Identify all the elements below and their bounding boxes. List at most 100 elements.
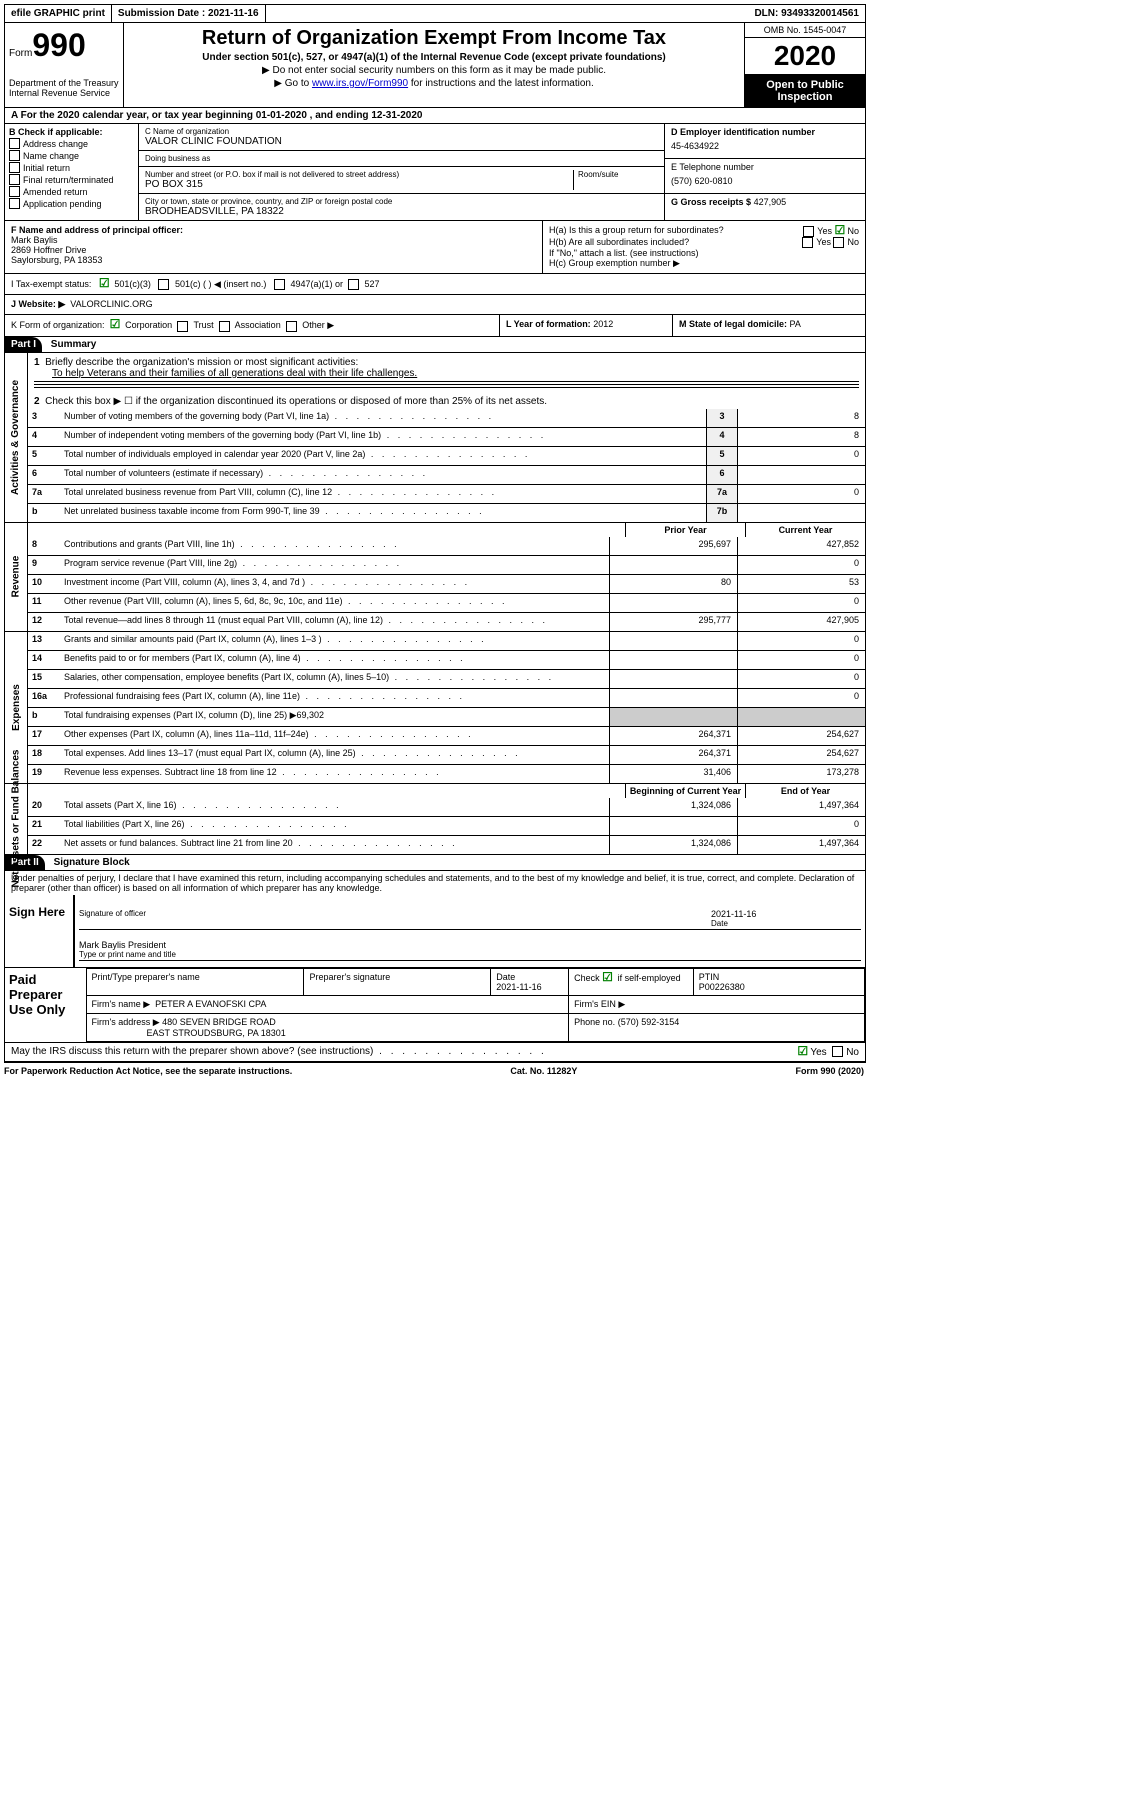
preparer-table: Print/Type preparer's name Preparer's si… — [86, 968, 866, 1042]
line-current: 1,497,364 — [737, 798, 865, 816]
line-current: 254,627 — [737, 727, 865, 745]
cb-other[interactable] — [286, 321, 297, 332]
instructions-link-line: ▶ Go to www.irs.gov/Form990 for instruct… — [134, 78, 734, 89]
line-num: 15 — [28, 670, 60, 688]
phone-label: E Telephone number — [671, 162, 859, 172]
year-formation-label: L Year of formation: — [506, 319, 591, 329]
line-prior — [609, 632, 737, 650]
header-right: OMB No. 1545-0047 2020 Open to Public In… — [744, 23, 865, 107]
section-net-assets: Net Assets or Fund Balances Beginning of… — [5, 784, 865, 855]
ptin-value: P00226380 — [699, 982, 745, 992]
cb-discuss-no[interactable] — [832, 1046, 843, 1057]
row-fh: F Name and address of principal officer:… — [5, 221, 865, 274]
box-l: L Year of formation: 2012 — [499, 315, 672, 335]
form-org-label: K Form of organization: — [11, 320, 105, 330]
sidelabel-revenue: Revenue — [5, 523, 28, 631]
cb-501c3[interactable]: ☑ — [99, 278, 110, 289]
cb-501c[interactable] — [158, 279, 169, 290]
firm-name: PETER A EVANOFSKI CPA — [155, 999, 266, 1009]
ptin-label: PTIN — [699, 972, 720, 982]
sig-date-value: 2021-11-16 — [711, 909, 756, 919]
line-1: 1 Briefly describe the organization's mi… — [28, 353, 865, 394]
city-box: City or town, state or province, country… — [139, 194, 664, 220]
cb-assoc[interactable] — [219, 321, 230, 332]
form-number: 990 — [32, 27, 85, 63]
line-value: 0 — [737, 485, 865, 503]
paid-preparer-block: Paid Preparer Use Only Print/Type prepar… — [5, 968, 865, 1043]
line-11: 11Other revenue (Part VIII, column (A), … — [28, 593, 865, 612]
street-value: PO BOX 315 — [145, 179, 573, 190]
line-prior: 31,406 — [609, 765, 737, 783]
line-5: 5Total number of individuals employed in… — [28, 446, 865, 465]
perjury-statement: Under penalties of perjury, I declare th… — [5, 871, 865, 895]
line-text: Contributions and grants (Part VIII, lin… — [60, 537, 609, 555]
officer-name-label: Type or print name and title — [79, 950, 861, 959]
officer-label: F Name and address of principal officer: — [11, 225, 183, 235]
cb-app-pending[interactable]: Application pending — [9, 198, 134, 209]
line-current: 427,852 — [737, 537, 865, 555]
netassets-header: Beginning of Current Year End of Year — [28, 784, 865, 798]
line-num: 4 — [28, 428, 60, 446]
ha-label: H(a) Is this a group return for subordin… — [549, 225, 724, 237]
dln-label: DLN: — [754, 8, 778, 19]
website-label: J Website: ▶ — [11, 299, 65, 309]
instructions-link[interactable]: www.irs.gov/Form990 — [312, 78, 408, 89]
col-end-year: End of Year — [745, 784, 865, 798]
sign-here-block: Sign Here Signature of officer 2021-11-1… — [5, 895, 865, 968]
cb-name-change[interactable]: Name change — [9, 150, 134, 161]
cb-address-change[interactable]: Address change — [9, 138, 134, 149]
cb-4947[interactable] — [274, 279, 285, 290]
main-title: Return of Organization Exempt From Incom… — [134, 27, 734, 50]
revenue-header: Prior Year Current Year — [28, 523, 865, 537]
line-text: Salaries, other compensation, employee b… — [60, 670, 609, 688]
org-name-box: C Name of organization VALOR CLINIC FOUN… — [139, 124, 664, 151]
line-current: 173,278 — [737, 765, 865, 783]
line-num: 7a — [28, 485, 60, 503]
line-2-text: Check this box ▶ ☐ if the organization d… — [45, 396, 547, 407]
line-prior: 264,371 — [609, 727, 737, 745]
line-text: Program service revenue (Part VIII, line… — [60, 556, 609, 574]
room-label: Room/suite — [578, 170, 658, 179]
box-k: K Form of organization: ☑ Corporation Tr… — [5, 315, 499, 335]
box-d-eg: D Employer identification number 45-4634… — [664, 124, 865, 220]
line-current: 1,497,364 — [737, 836, 865, 854]
line-text: Other expenses (Part IX, column (A), lin… — [60, 727, 609, 745]
cb-trust[interactable] — [177, 321, 188, 332]
section-expenses: Expenses 13Grants and similar amounts pa… — [5, 632, 865, 784]
domicile-label: M State of legal domicile: — [679, 319, 787, 329]
subtitle: Under section 501(c), 527, or 4947(a)(1)… — [134, 52, 734, 63]
line-text: Total number of volunteers (estimate if … — [60, 466, 706, 484]
prep-name-label: Print/Type preparer's name — [92, 972, 200, 982]
line-box: 5 — [706, 447, 737, 465]
cb-527[interactable] — [348, 279, 359, 290]
line-text: Investment income (Part VIII, column (A)… — [60, 575, 609, 593]
line-text: Total unrelated business revenue from Pa… — [60, 485, 706, 503]
cb-corp[interactable]: ☑ — [110, 319, 121, 330]
firm-phone-label: Phone no. — [574, 1017, 615, 1027]
line-num: b — [28, 504, 60, 522]
cb-discuss-yes[interactable]: ☑ — [797, 1046, 808, 1057]
line-text: Number of independent voting members of … — [60, 428, 706, 446]
hb-note: If "No," attach a list. (see instruction… — [549, 248, 859, 258]
inspection-label: Open to Public Inspection — [745, 75, 865, 107]
submission-date-label: Submission Date : — [118, 8, 205, 19]
line-text: Number of voting members of the governin… — [60, 409, 706, 427]
dln-value: 93493320014561 — [781, 8, 859, 19]
org-name: VALOR CLINIC FOUNDATION — [145, 136, 658, 147]
line-num: 14 — [28, 651, 60, 669]
section-revenue: Revenue Prior Year Current Year 8Contrib… — [5, 523, 865, 632]
line-13: 13Grants and similar amounts paid (Part … — [28, 632, 865, 650]
line-prior — [609, 817, 737, 835]
cb-initial-return[interactable]: Initial return — [9, 162, 134, 173]
footer-form: Form 990 (2020) — [795, 1066, 864, 1076]
mission-statement: To help Veterans and their families of a… — [52, 368, 417, 379]
section-bcd: B Check if applicable: Address change Na… — [5, 124, 865, 221]
line-10: 10Investment income (Part VIII, column (… — [28, 574, 865, 593]
cb-self-employed[interactable]: ☑ — [602, 972, 613, 983]
efile-label: efile GRAPHIC print — [5, 5, 112, 22]
cb-amended[interactable]: Amended return — [9, 186, 134, 197]
line-num: 17 — [28, 727, 60, 745]
line-num: b — [28, 708, 60, 726]
cb-final-return[interactable]: Final return/terminated — [9, 174, 134, 185]
line-text: Grants and similar amounts paid (Part IX… — [60, 632, 609, 650]
